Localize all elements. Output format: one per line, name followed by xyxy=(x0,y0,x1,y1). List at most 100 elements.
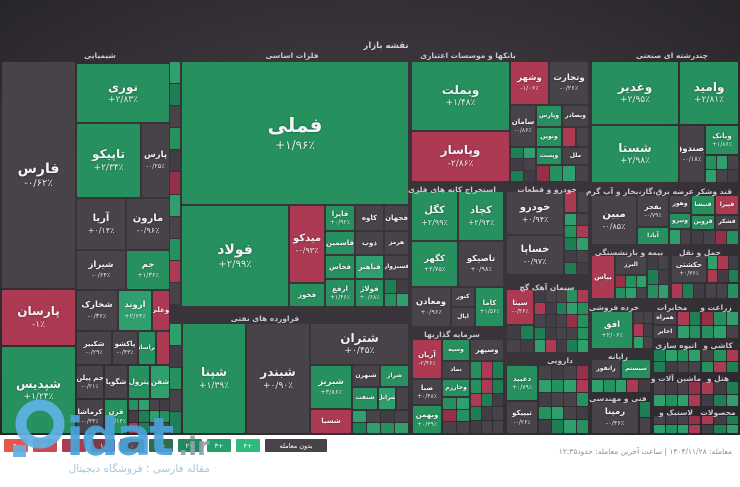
treemap-tile-small[interactable] xyxy=(567,327,578,340)
treemap-tile-small[interactable] xyxy=(577,262,588,274)
treemap-tile-small[interactable] xyxy=(353,411,366,422)
treemap-tile-فاسمین[interactable]: فاسمین xyxy=(326,232,354,254)
treemap-tile-وهور[interactable]: وهور xyxy=(670,196,690,212)
treemap-tile-small[interactable] xyxy=(643,324,652,336)
treemap-tile-small[interactable] xyxy=(576,366,588,379)
treemap-tile-وامید[interactable]: وامید +۲/۸۱٪ xyxy=(680,62,738,124)
treemap-tile-small[interactable] xyxy=(577,214,588,226)
treemap-tile-small[interactable] xyxy=(702,312,714,325)
treemap-tile-سامان[interactable]: سامان -۰/۸۶٪ xyxy=(511,106,535,146)
treemap-tile-شتران[interactable]: شتران +۰/۴۵٪ xyxy=(311,324,408,364)
treemap-tile-small[interactable] xyxy=(689,416,700,424)
treemap-tile-وپست[interactable]: وپست xyxy=(537,148,561,164)
treemap-tile-small[interactable] xyxy=(551,379,563,393)
treemap-tile-small[interactable] xyxy=(535,340,545,352)
treemap-tile-فسبزوار[interactable]: فسبزوار xyxy=(385,256,408,278)
treemap-tile-small[interactable] xyxy=(471,362,481,378)
treemap-tile-small[interactable] xyxy=(556,327,567,340)
treemap-tile-small[interactable] xyxy=(702,425,714,433)
treemap-tile-وبانک[interactable]: وبانک +۱/۸۶٪ xyxy=(706,126,738,154)
treemap-tile-small[interactable] xyxy=(564,406,576,420)
treemap-tile-small[interactable] xyxy=(149,422,159,433)
treemap-tile-small[interactable] xyxy=(511,148,523,159)
treemap-tile-فجهان[interactable]: فجهان xyxy=(385,206,408,230)
treemap-tile-کنور[interactable]: کنور xyxy=(452,288,474,306)
treemap-tile-small[interactable] xyxy=(471,407,481,420)
treemap-tile-small[interactable] xyxy=(170,62,180,84)
treemap-tile-خراسان[interactable]: خراسان xyxy=(139,332,155,364)
treemap-tile-small[interactable] xyxy=(576,379,588,393)
treemap-tile-small[interactable] xyxy=(170,238,180,260)
treemap-tile-small[interactable] xyxy=(443,398,456,409)
treemap-tile-آریا[interactable]: آریا +۰/۱۴٪ xyxy=(77,199,125,249)
treemap-tile-small[interactable] xyxy=(545,290,556,302)
treemap-tile-small[interactable] xyxy=(626,276,636,287)
treemap-tile-small[interactable] xyxy=(714,425,726,433)
treemap-tile-small[interactable] xyxy=(456,410,469,421)
treemap-tile-فملی[interactable]: فملی +۱/۹۶٪ xyxy=(182,62,408,204)
treemap-tile-قشکر[interactable]: قشکر xyxy=(716,216,738,229)
treemap-tile-small[interactable] xyxy=(523,170,535,181)
treemap-tile-small[interactable] xyxy=(397,280,408,293)
treemap-tile-small[interactable] xyxy=(654,350,665,361)
treemap-tile-small[interactable] xyxy=(714,394,726,406)
treemap-tile-small[interactable] xyxy=(385,280,396,293)
treemap-tile-small[interactable] xyxy=(567,290,578,302)
treemap-tile-small[interactable] xyxy=(170,324,181,345)
treemap-tile-small[interactable] xyxy=(170,172,180,194)
treemap-tile-شفن[interactable]: شفن xyxy=(151,366,169,398)
treemap-tile-رانفور[interactable]: رانفور xyxy=(592,360,620,378)
treemap-tile-small[interactable] xyxy=(170,106,180,128)
treemap-tile-فخوز[interactable]: فخوز xyxy=(290,284,324,306)
treemap-tile-فولاد[interactable]: فولاد +۲/۹۹٪ xyxy=(182,206,288,306)
treemap-tile-وشهر[interactable]: وشهر -۱/۰۶٪ xyxy=(511,62,548,104)
treemap-tile-small[interactable] xyxy=(714,416,726,424)
treemap-tile-small[interactable] xyxy=(726,382,738,394)
treemap-tile-small[interactable] xyxy=(689,312,700,325)
treemap-tile-small[interactable] xyxy=(556,340,567,352)
treemap-tile-small[interactable] xyxy=(551,420,563,433)
treemap-tile-رمپنا[interactable]: رمپنا -۰/۴۶٪ xyxy=(592,402,638,433)
treemap-tile-small[interactable] xyxy=(556,290,567,302)
treemap-tile-وصندوق[interactable]: وصندوق-۰/۱۸٪ xyxy=(680,126,704,182)
treemap-tile-نوری[interactable]: نوری +۲/۸۳٪ xyxy=(77,64,169,122)
treemap-tile-همراه[interactable]: همراه xyxy=(654,312,676,324)
treemap-tile-کچاد[interactable]: کچاد +۲/۹۴٪ xyxy=(459,192,503,240)
treemap-tile-small[interactable] xyxy=(170,84,180,106)
treemap-tile-میدکو[interactable]: میدکو -۰/۹۳٪ xyxy=(290,206,324,282)
treemap-tile-small[interactable] xyxy=(520,326,533,339)
treemap-tile-small[interactable] xyxy=(545,315,556,327)
treemap-tile-نماد[interactable]: نماد xyxy=(443,362,469,378)
treemap-tile-تیپیکو[interactable]: تیپیکو -۰/۲۶٪ xyxy=(507,402,537,433)
treemap-tile-small[interactable] xyxy=(550,166,562,181)
treemap-tile-شخارک[interactable]: شخارک -۰/۳۶٪ xyxy=(77,291,117,330)
treemap-tile-small[interactable] xyxy=(717,169,727,182)
treemap-tile-small[interactable] xyxy=(689,394,700,406)
treemap-tile-شاوان[interactable] xyxy=(397,388,408,409)
treemap-tile-small[interactable] xyxy=(658,284,668,298)
treemap-tile-فارس[interactable]: فارس -۰/۶۲٪ xyxy=(2,62,75,288)
treemap-tile-small[interactable] xyxy=(539,366,551,379)
treemap-tile-small[interactable] xyxy=(139,400,149,411)
treemap-tile-ونوین[interactable]: ونوین xyxy=(537,128,561,146)
treemap-tile-small[interactable] xyxy=(665,416,677,424)
treemap-tile-small[interactable] xyxy=(159,400,169,411)
treemap-tile-خبهمن[interactable] xyxy=(578,192,588,212)
treemap-tile-small[interactable] xyxy=(564,366,576,379)
treemap-tile-small[interactable] xyxy=(535,327,545,340)
treemap-tile-small[interactable] xyxy=(493,420,503,433)
treemap-tile-small[interactable] xyxy=(170,368,181,389)
treemap-tile-small[interactable] xyxy=(714,312,726,325)
treemap-tile-small[interactable] xyxy=(565,250,576,262)
treemap-tile-small[interactable] xyxy=(658,270,668,284)
treemap-tile-ارفع[interactable]: ارفع +۱/۴۶٪ xyxy=(326,280,354,306)
treemap-tile-اپال[interactable]: اپال xyxy=(452,308,474,326)
treemap-tile-small[interactable] xyxy=(677,425,689,433)
treemap-tile-small[interactable] xyxy=(471,420,481,433)
treemap-tile-small[interactable] xyxy=(507,326,520,339)
treemap-tile-small[interactable] xyxy=(728,256,738,269)
treemap-tile-small[interactable] xyxy=(482,380,492,393)
treemap-tile-زاگرس[interactable] xyxy=(157,332,169,364)
treemap-tile-small[interactable] xyxy=(367,411,380,422)
treemap-tile-small[interactable] xyxy=(677,361,689,372)
